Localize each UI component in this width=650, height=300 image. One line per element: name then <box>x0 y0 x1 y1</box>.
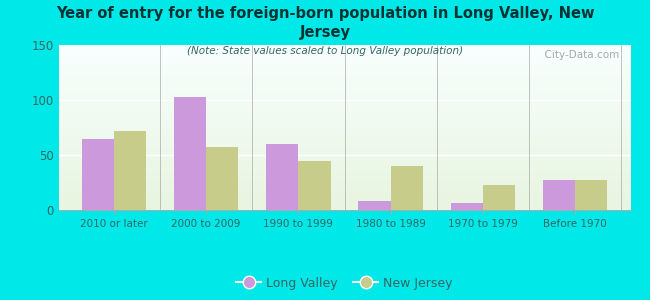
Bar <box>575 180 608 210</box>
Bar <box>391 166 423 210</box>
Text: (Note: State values scaled to Long Valley population): (Note: State values scaled to Long Valle… <box>187 46 463 56</box>
Bar <box>298 160 331 210</box>
Bar <box>543 180 575 210</box>
Text: City-Data.com: City-Data.com <box>538 50 619 60</box>
Bar <box>174 97 206 210</box>
Bar <box>114 131 146 210</box>
Bar <box>450 203 483 210</box>
Bar <box>81 139 114 210</box>
Bar <box>266 144 298 210</box>
Bar <box>483 185 515 210</box>
Text: Year of entry for the foreign-born population in Long Valley, New
Jersey: Year of entry for the foreign-born popul… <box>56 6 594 40</box>
Bar <box>206 147 239 210</box>
Bar <box>358 201 391 210</box>
Legend: Long Valley, New Jersey: Long Valley, New Jersey <box>231 272 458 295</box>
